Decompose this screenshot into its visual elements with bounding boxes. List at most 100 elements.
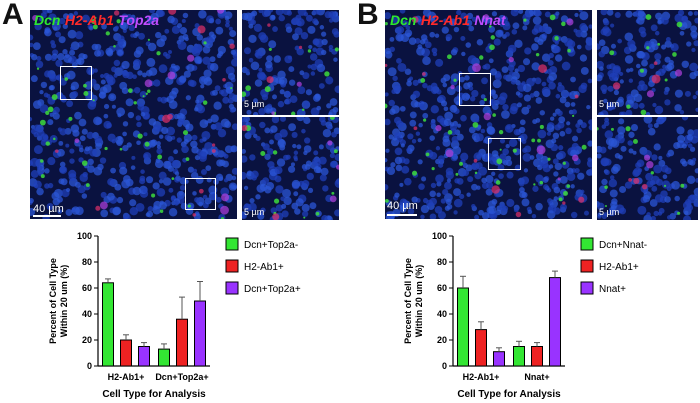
nucleus-blob [35,60,44,69]
nucleus-blob [502,148,510,156]
nucleus-blob [586,104,591,110]
red-magenta-signal-blob [422,72,426,76]
nucleus-blob [164,28,170,34]
nucleus-blob [468,25,475,32]
nucleus-blob [561,61,571,71]
red-magenta-signal-blob [187,54,195,62]
nucleus-blob [134,31,140,37]
nucleus-blob [283,196,292,206]
green-signal-blob [220,217,225,219]
scale-label-a-inset1: 5 µm [244,99,265,109]
green-signal-blob [119,147,123,151]
nucleus-blob [480,94,486,99]
nucleus-blob [601,178,608,186]
nucleus-blob [664,40,672,48]
nucleus-blob [39,104,49,114]
nucleus-blob [405,25,411,30]
nucleus-blob [561,160,570,169]
nucleus-blob [55,31,62,38]
nucleus-blob [178,35,185,42]
nucleus-blob [161,126,169,135]
nucleus-blob [129,206,139,216]
nucleus-blob [57,53,65,61]
nucleus-blob [417,159,423,165]
channel-label: H2-Ab1 [420,12,470,28]
nucleus-blob [444,193,453,202]
nucleus-blob [155,31,162,39]
nucleus-blob [30,157,40,167]
nucleus-blob [523,168,529,173]
nucleus-blob [532,16,542,25]
nucleus-blob [71,91,79,98]
nucleus-blob [691,47,696,53]
nucleus-blob [544,11,551,18]
y-tick-label: 100 [77,231,92,241]
nucleus-blob [603,120,610,127]
green-signal-blob [147,38,150,41]
nucleus-blob [541,81,547,87]
nucleus-blob [418,122,423,128]
nucleus-blob [168,187,174,193]
red-magenta-signal-blob [266,76,274,84]
nucleus-blob [385,183,389,191]
nucleus-blob [138,32,145,40]
nucleus-blob [130,33,135,38]
bar [194,300,206,367]
nucleus-blob [329,98,338,106]
red-magenta-signal-blob [335,164,339,170]
nucleus-blob [291,202,299,210]
nucleus-blob [194,197,200,203]
nucleus-blob [394,132,401,139]
nucleus-blob [78,118,87,127]
green-signal-blob [36,67,40,70]
green-signal-blob [333,149,338,154]
nucleus-blob [385,12,392,20]
y-axis-label: Percent of Cell TypeWithin 20 um (%) [48,258,69,344]
green-signal-blob [672,52,677,57]
nucleus-blob [122,71,130,79]
nucleus-blob [404,177,412,186]
scale-label-a: 40 µm [33,203,64,215]
green-signal-blob [385,103,388,109]
nucleus-blob [460,114,467,122]
nucleus-blob [44,168,50,174]
nucleus-blob [471,162,480,171]
x-tick-label: H2-Ab1+ [108,372,145,382]
nucleus-blob [156,141,161,146]
nucleus-blob [658,155,663,161]
nucleus-blob [521,106,530,115]
nucleus-blob [576,127,582,134]
nucleus-blob [242,155,248,163]
nucleus-blob [244,47,252,55]
nucleus-blob [455,101,460,106]
nucleus-blob [583,210,589,216]
nucleus-blob [307,25,316,34]
nucleus-blob [100,191,107,198]
x-axis-label: Cell Type for Analysis [102,389,206,400]
green-signal-blob [81,160,88,166]
nucleus-blob [490,89,496,95]
nucleus-blob [580,189,585,194]
nucleus-blob [656,178,663,186]
red-magenta-signal-blob [229,43,235,49]
nucleus-blob [644,40,652,48]
red-magenta-signal-blob [222,77,226,82]
nucleus-blob [619,79,624,84]
nucleus-blob [228,97,234,104]
nucleus-blob [449,18,457,26]
nucleus-blob [535,117,541,123]
nucleus-blob [609,189,618,198]
red-magenta-signal-blob [445,149,454,158]
nucleus-blob [42,134,49,141]
nucleus-blob [106,192,115,201]
nucleus-blob [219,159,226,166]
nucleus-blob [49,84,55,91]
nucleus-blob [620,111,627,115]
green-signal-blob [127,88,133,93]
green-signal-blob [650,171,654,175]
red-magenta-signal-blob [515,211,522,218]
nucleus-blob [601,124,607,129]
nucleus-blob [638,26,646,34]
nucleus-blob [671,180,680,190]
nucleus-blob [615,204,625,214]
